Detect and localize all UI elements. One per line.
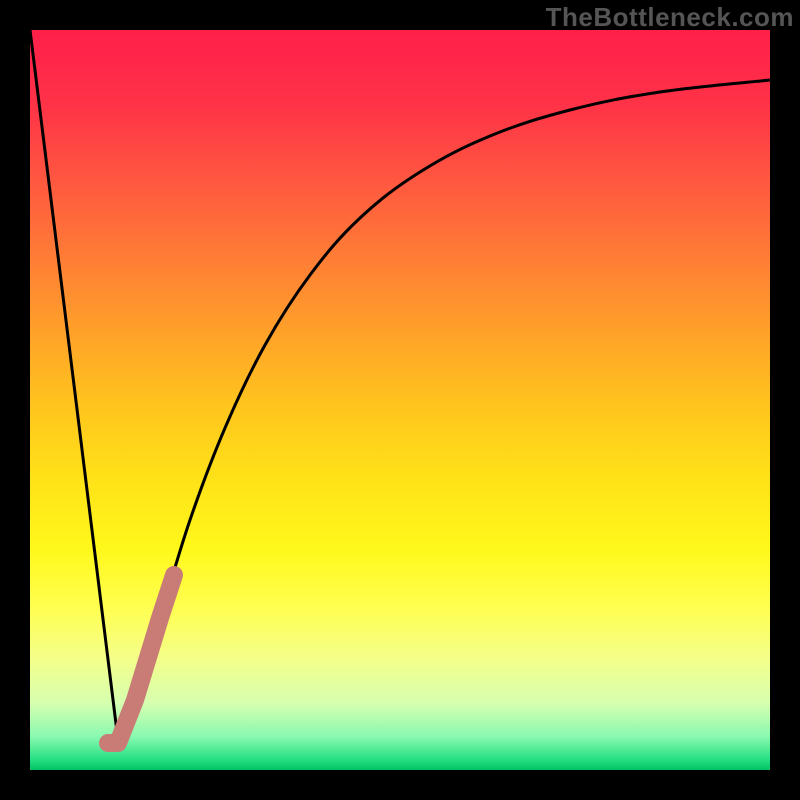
chart-container: TheBottleneck.com [0,0,800,800]
bottleneck-chart [0,0,800,800]
